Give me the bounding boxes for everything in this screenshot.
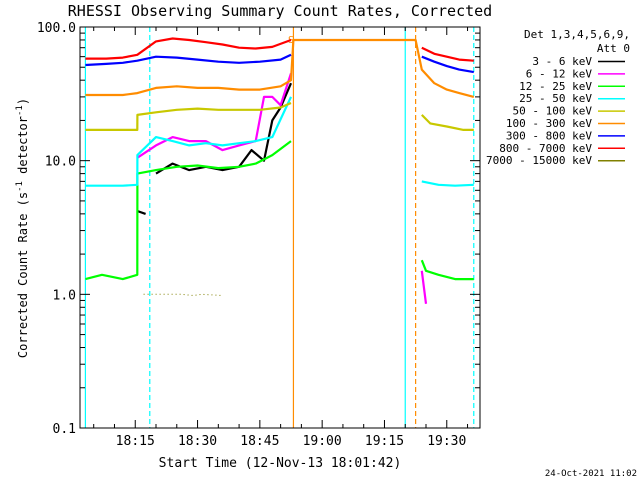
legend-label: 300 - 800 keV	[506, 129, 592, 142]
series-line	[85, 53, 474, 74]
x-tick-label: 18:45	[240, 434, 279, 449]
y-axis-label-exp2: -1	[15, 105, 25, 116]
legend-label: 50 - 100 keV	[513, 105, 593, 118]
plot-frame	[79, 26, 481, 429]
y-tick-label: 10.0	[45, 155, 76, 170]
x-tick-label: 19:00	[303, 434, 342, 449]
x-tick-label: 19:15	[365, 434, 404, 449]
legend-label: 25 - 50 keV	[519, 92, 592, 105]
footer-timestamp: 24-Oct-2021 11:02	[545, 469, 637, 479]
series-line	[85, 140, 474, 281]
y-tick-label: 100.0	[37, 21, 76, 36]
chart-title: RHESSI Observing Summary Count Rates, Co…	[68, 2, 492, 20]
legend-label: 6 - 12 keV	[526, 67, 593, 80]
x-tick-label: 18:30	[178, 434, 217, 449]
x-axis-label: Start Time (12-Nov-13 18:01:42)	[159, 456, 402, 471]
y-axis-label-mid: detector	[16, 116, 30, 181]
legend-label: 800 - 7000 keV	[499, 142, 592, 155]
series-line	[85, 101, 474, 131]
series-line	[136, 73, 428, 304]
series-line	[85, 37, 474, 62]
y-axis-label-prefix: Corrected Count Rate (s	[16, 192, 30, 358]
series-lines	[85, 37, 475, 304]
legend-label: 12 - 25 keV	[519, 80, 592, 93]
legend-label: 7000 - 15000 keV	[486, 154, 592, 167]
y-tick-label: 0.1	[53, 422, 76, 437]
y-axis-label-suffix: )	[16, 98, 30, 105]
series-line	[85, 96, 474, 187]
x-tick-label: 19:30	[427, 434, 466, 449]
vertical-markers: S	[84, 27, 475, 428]
legend-header-line: Det 1,3,4,5,6,9,	[524, 28, 630, 41]
y-axis-label: Corrected Count Rate (s-1 detector-1)	[15, 98, 30, 358]
series-line	[85, 38, 475, 98]
axes: 18:15 18:30 18:45 19:00 19:15 19:30 0.1 1.0 10.0…	[37, 21, 481, 449]
y-axis-label-exp1: -1	[15, 181, 25, 192]
legend-header-line: Att 0	[597, 42, 630, 55]
y-tick-label: 1.0	[53, 288, 76, 303]
legend-label: 100 - 300 keV	[506, 117, 592, 130]
legend-label: 3 - 6 keV	[532, 55, 592, 68]
x-tick-label: 18:15	[116, 434, 155, 449]
